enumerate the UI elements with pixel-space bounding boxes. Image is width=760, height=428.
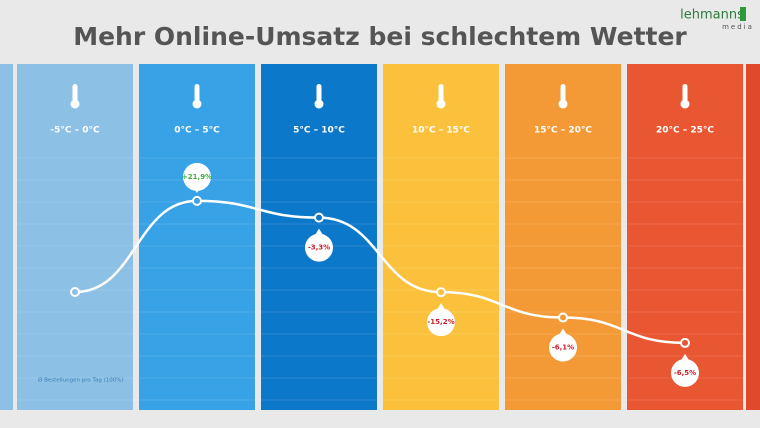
category-label: -5°C – 0°C (50, 126, 100, 136)
thermometer-icon (192, 84, 202, 109)
columns: -5°C – 0°C 0°C – 5°C 5°C – 10°C 10°C – 15°C… (17, 64, 743, 410)
bubble (305, 233, 333, 262)
column (17, 64, 133, 410)
column (139, 64, 255, 410)
bubble (427, 308, 455, 337)
thermo-tube (72, 84, 78, 102)
point (436, 287, 446, 298)
thermo-bulb (70, 99, 80, 109)
thermo-tube (316, 84, 322, 102)
logo-sub: media (722, 23, 754, 31)
thermometer-icon (558, 84, 568, 109)
value-label: +21,9% (182, 173, 212, 181)
footnote: Ø Bestellungen pro Tag (100%) (38, 377, 124, 384)
value-label: -6,5% (674, 369, 696, 377)
category-label: 15°C – 20°C (534, 126, 592, 136)
point (192, 195, 202, 206)
column (627, 64, 743, 410)
category-label: 0°C – 5°C (174, 126, 220, 136)
point (314, 212, 324, 223)
bubble (549, 333, 577, 362)
thermo-tube (194, 84, 200, 102)
category-label: 20°C – 25°C (656, 126, 714, 136)
point (680, 337, 690, 348)
point (70, 287, 80, 297)
thermo-tube (560, 84, 566, 102)
thermo-bulb (314, 99, 324, 109)
edge-strip (746, 64, 760, 410)
value-label: -6,1% (552, 344, 574, 352)
logo-mark (740, 7, 746, 21)
column (383, 64, 499, 410)
thermo-bulb (558, 99, 568, 109)
thermo-bulb (680, 99, 690, 109)
plot: +21,9% -3,3% -15,2% -6,1% -6,5% (70, 162, 699, 387)
category-label: 10°C – 15°C (412, 126, 470, 136)
thermo-tube (682, 84, 688, 102)
bubble (671, 358, 699, 387)
line (74, 199, 686, 345)
point (558, 312, 568, 323)
thermo-bulb (436, 99, 446, 109)
chart-title: Mehr Online-Umsatz bei schlechtem Wetter (73, 22, 687, 51)
edge-strip (0, 64, 13, 410)
value-label: -15,2% (427, 318, 454, 326)
thermo-bulb (192, 99, 202, 109)
thermometer-icon (314, 84, 324, 109)
category-label: 5°C – 10°C (293, 126, 345, 136)
logo: lehmanns (680, 8, 744, 23)
thermometer-icon (70, 84, 80, 109)
bubble (183, 162, 211, 191)
value-label: -3,3% (308, 244, 330, 252)
thermometer-icon (436, 84, 446, 109)
thermo-tube (438, 84, 444, 102)
thermometer-icon (680, 84, 690, 109)
